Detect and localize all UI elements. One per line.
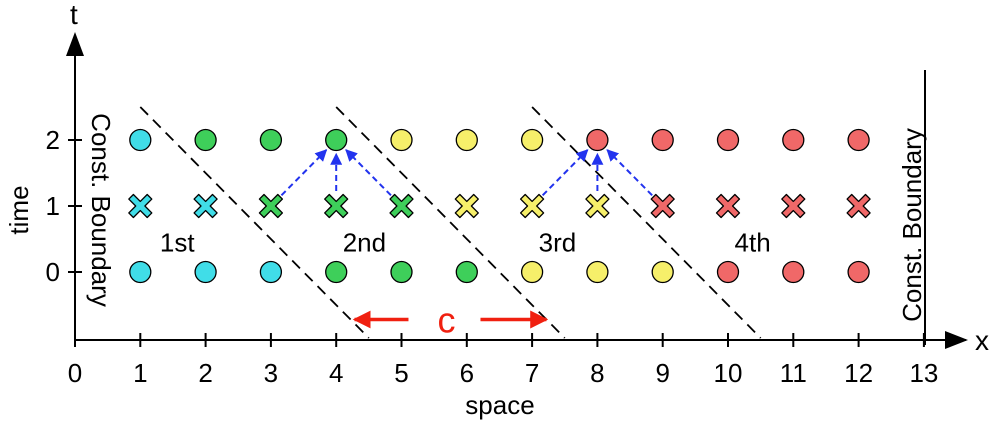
characteristic-lines bbox=[139, 106, 762, 339]
x-tick-label: 6 bbox=[460, 358, 474, 388]
grid-point-cross bbox=[324, 193, 349, 219]
grid-point-circle bbox=[194, 128, 217, 152]
y-tick-label: 1 bbox=[46, 191, 60, 221]
tick-marks bbox=[68, 139, 925, 347]
wave-speed-indicator: c bbox=[352, 300, 549, 341]
grid-point-circle bbox=[325, 128, 348, 152]
x-tick-label: 13 bbox=[909, 358, 938, 388]
x-axis-arrowhead bbox=[945, 331, 968, 349]
grid-point-circle bbox=[847, 128, 870, 152]
grid-point-circle bbox=[782, 260, 805, 284]
t-axis-letter: t bbox=[70, 0, 78, 30]
grid-point-cross bbox=[128, 193, 153, 219]
x-axis-title: space bbox=[465, 390, 534, 420]
grid-point-circle bbox=[129, 128, 152, 152]
grid-point-cross bbox=[454, 193, 479, 219]
grid-point-circle bbox=[455, 128, 478, 152]
grid-point-cross bbox=[389, 193, 414, 219]
grid-point-cross bbox=[519, 193, 545, 219]
x-tick-label: 0 bbox=[68, 358, 82, 388]
dependency-arrows bbox=[280, 149, 653, 197]
dependency-arrow bbox=[345, 149, 392, 197]
x-tick-label: 1 bbox=[133, 358, 147, 388]
grid-point-circle bbox=[455, 260, 478, 284]
grid-point-circle bbox=[520, 260, 544, 284]
region-label-2nd: 2nd bbox=[343, 227, 386, 257]
grid-point-cross bbox=[258, 193, 284, 219]
grid-point-circle bbox=[259, 260, 283, 284]
characteristic-line bbox=[335, 106, 566, 339]
grid-point-cross bbox=[650, 193, 675, 219]
grid-point-circle bbox=[129, 260, 152, 284]
y-tick-label: 0 bbox=[46, 257, 60, 287]
grid-point-cross bbox=[585, 193, 610, 219]
x-tick-label: 7 bbox=[525, 358, 539, 388]
grid-point-circle bbox=[716, 128, 740, 152]
grid-point-circle bbox=[390, 260, 413, 284]
x-tick-label: 9 bbox=[655, 358, 669, 388]
dependency-arrow bbox=[280, 149, 328, 197]
x-axis-letter: x bbox=[975, 325, 989, 356]
region-label-1st: 1st bbox=[160, 227, 195, 257]
grid-point-circle bbox=[651, 128, 674, 152]
region-label-3rd: 3rd bbox=[539, 227, 577, 257]
dependency-arrow bbox=[541, 149, 589, 197]
grid-points bbox=[128, 128, 871, 284]
region-label-4th: 4th bbox=[735, 227, 771, 257]
x-tick-label: 2 bbox=[198, 358, 212, 388]
grid-point-circle bbox=[586, 260, 609, 284]
grid-point-circle bbox=[586, 128, 609, 152]
x-tick-label: 10 bbox=[714, 358, 743, 388]
dependency-arrow bbox=[606, 149, 653, 197]
grid-point-circle bbox=[520, 128, 544, 152]
y-tick-label: 2 bbox=[46, 125, 60, 155]
grid-point-circle bbox=[716, 260, 740, 284]
grid-point-circle bbox=[259, 128, 283, 152]
x-tick-label: 4 bbox=[329, 358, 343, 388]
grid-point-circle bbox=[782, 128, 805, 152]
right-boundary-label: Const. Boundary bbox=[897, 128, 927, 322]
x-tick-label: 3 bbox=[264, 358, 278, 388]
axes bbox=[66, 32, 968, 349]
grid-point-circle bbox=[390, 128, 413, 152]
characteristic-line bbox=[139, 106, 370, 339]
wave-speed-label: c bbox=[437, 300, 455, 341]
grid-point-cross bbox=[193, 193, 218, 219]
x-tick-label: 5 bbox=[394, 358, 408, 388]
grid-point-cross bbox=[781, 193, 806, 219]
x-tick-label: 12 bbox=[844, 358, 873, 388]
t-axis-arrowhead bbox=[66, 32, 84, 56]
grid-point-cross bbox=[846, 193, 871, 219]
characteristic-line bbox=[531, 106, 762, 339]
x-tick-label: 11 bbox=[780, 358, 807, 388]
grid-point-cross bbox=[715, 193, 741, 219]
x-tick-label: 8 bbox=[590, 358, 604, 388]
grid-point-circle bbox=[325, 260, 348, 284]
grid-point-circle bbox=[847, 260, 870, 284]
region-labels: 1st 2nd 3rd 4th bbox=[160, 227, 771, 257]
y-axis-title: time bbox=[4, 185, 34, 234]
left-boundary-label: Const. Boundary bbox=[86, 113, 116, 307]
grid-point-circle bbox=[194, 260, 217, 284]
grid-point-circle bbox=[651, 260, 674, 284]
